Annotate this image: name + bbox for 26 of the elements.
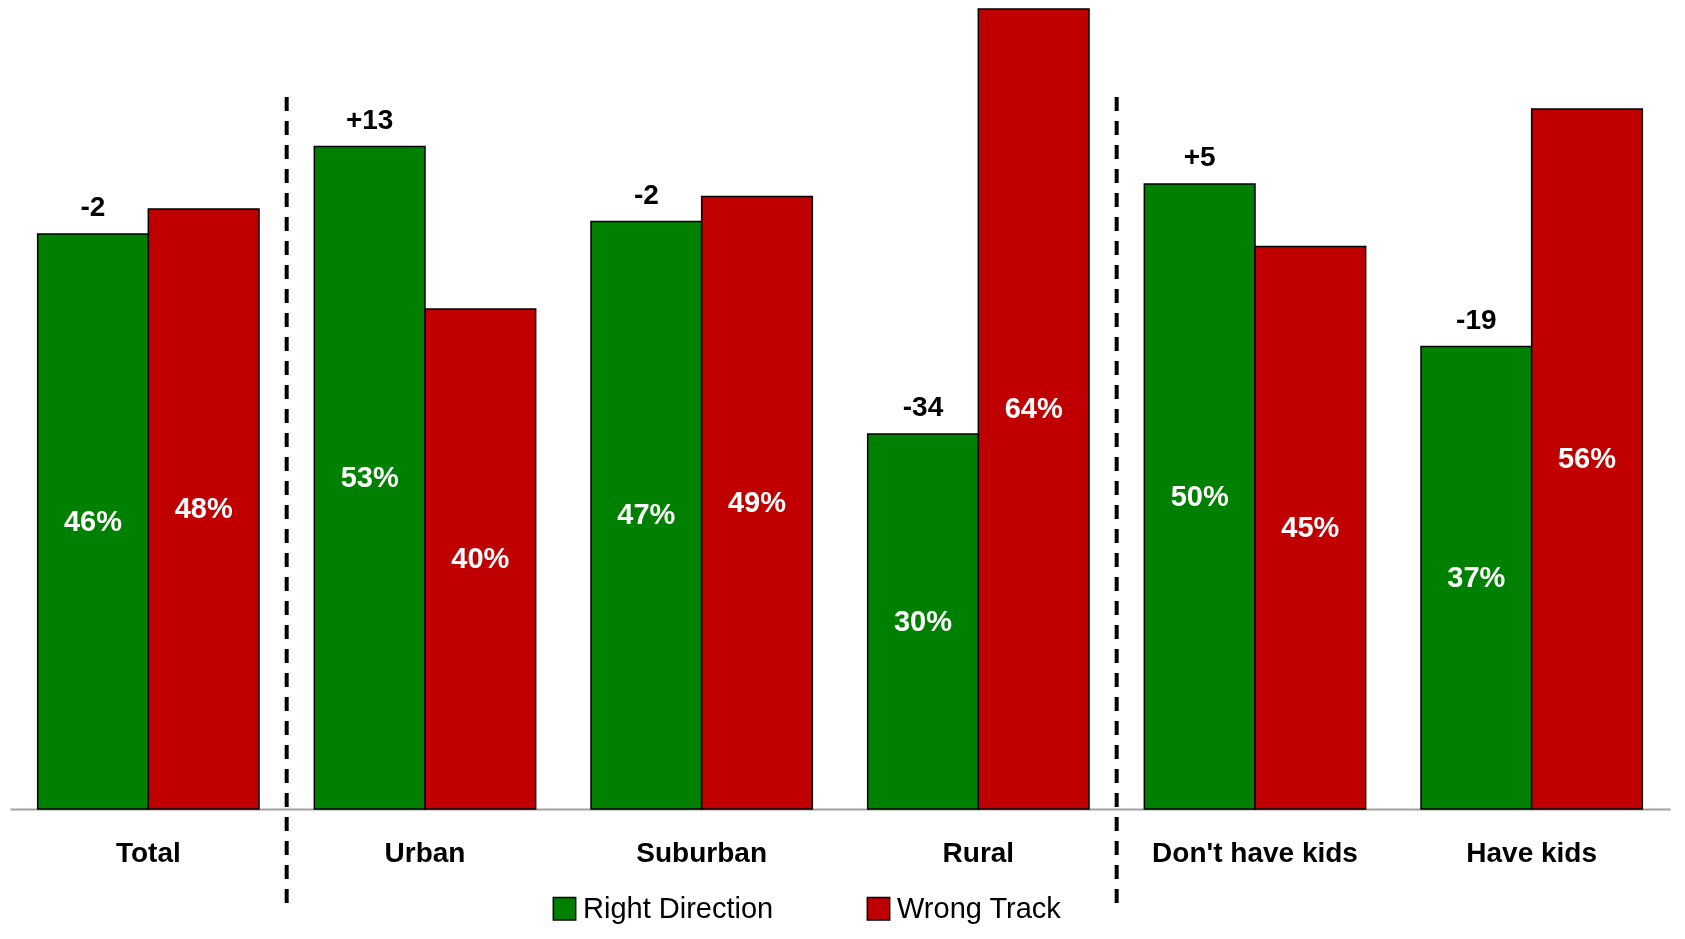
legend-label: Right Direction (583, 891, 774, 924)
annotation: -34 (902, 391, 944, 422)
data-label: 37% (1447, 560, 1506, 593)
x-tick-label: Urban (384, 836, 466, 868)
annotation: +13 (345, 103, 394, 135)
data-label: 47% (617, 498, 676, 531)
data-label: 49% (727, 485, 787, 518)
annotation: -2 (80, 191, 106, 222)
data-label: 46% (63, 504, 123, 537)
data-label: 53% (340, 460, 399, 493)
x-tick-label: Rural (942, 836, 1015, 868)
annotation: +5 (1183, 141, 1216, 172)
data-label: 50% (1170, 479, 1229, 512)
data-label: 56% (1557, 442, 1617, 474)
x-tick-label: Suburban (636, 836, 767, 868)
annotation: -2 (633, 178, 659, 210)
data-label: 30% (893, 604, 953, 637)
annotation: -19 (1456, 303, 1497, 335)
data-label: 64% (1004, 392, 1063, 424)
x-tick-label: Don't have kids (1152, 836, 1358, 868)
data-label: 40% (451, 542, 510, 574)
data-label: 45% (1281, 510, 1340, 543)
x-tick-label: Have kids (1466, 836, 1598, 868)
legend-label: Wrong Track (897, 891, 1062, 924)
data-label: 48% (174, 492, 233, 524)
x-tick-label: Total (115, 836, 181, 868)
